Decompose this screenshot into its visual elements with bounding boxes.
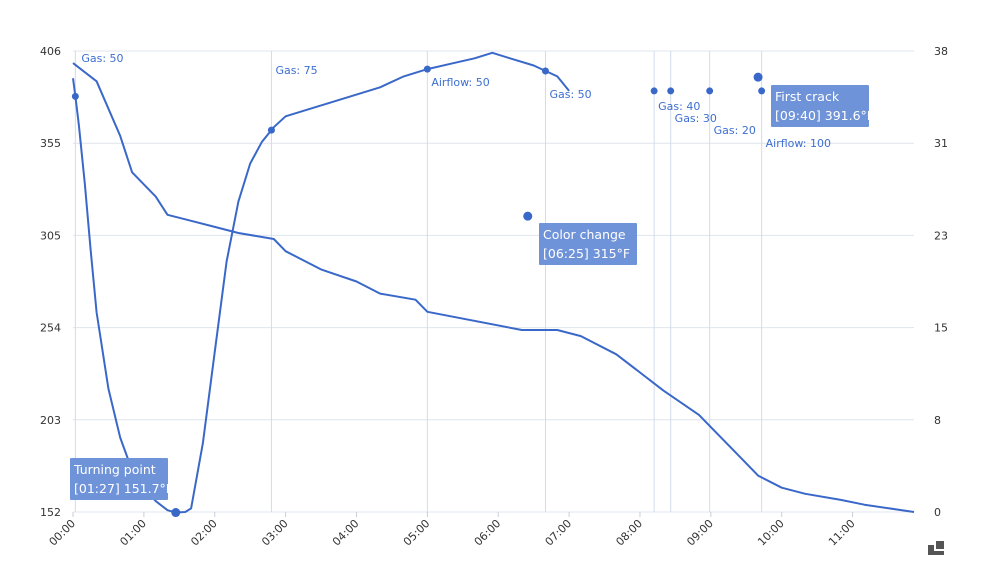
series-lines: [72, 51, 915, 514]
y-left-tick-label: 152: [40, 506, 61, 519]
x-tick-label: 01:00: [117, 517, 149, 549]
event-point: [667, 87, 675, 95]
event-point: [423, 65, 431, 73]
annotation-point: [753, 72, 763, 82]
series-line-1: [72, 51, 570, 514]
event-point: [267, 126, 275, 134]
annotation-title: First crack: [775, 89, 840, 104]
event-label: Gas: 75: [275, 64, 317, 77]
event-point: [541, 67, 549, 75]
annotation-title: Turning point: [73, 462, 156, 477]
annotation-point: [171, 508, 181, 518]
annotation-box: [539, 223, 637, 265]
event-label: Gas: 40: [658, 100, 700, 113]
x-tick-label: 08:00: [613, 517, 645, 549]
x-tick-label: 11:00: [826, 517, 858, 549]
event-label: Airflow: 100: [766, 137, 831, 150]
annotation-title: Color change: [543, 227, 626, 242]
annotation-detail: [01:27] 151.7°F: [74, 481, 173, 496]
annotation-point: [523, 211, 533, 221]
series-line-2: [72, 62, 915, 513]
logo-icon: [928, 541, 944, 555]
x-tick-label: 07:00: [543, 517, 575, 549]
y-right-tick-label: 0: [934, 506, 941, 519]
event-point: [706, 87, 714, 95]
event-point: [758, 87, 766, 95]
event-label: Gas: 20: [714, 124, 756, 137]
x-tick-label: 03:00: [259, 517, 291, 549]
x-tick-label: 00:00: [47, 517, 79, 549]
y-right-tick-label: 38: [934, 45, 948, 58]
y-right-tick-label: 15: [934, 322, 948, 335]
annotation-box: [771, 85, 869, 127]
annotation-detail: [09:40] 391.6°F: [775, 108, 874, 123]
event-label: Gas: 30: [675, 112, 717, 125]
event-label: Airflow: 50: [431, 76, 489, 89]
event-point: [650, 87, 658, 95]
y-right-tick-label: 23: [934, 229, 948, 242]
series-points: [71, 65, 766, 518]
annotation-box: [70, 458, 168, 500]
y-left-tick-label: 254: [40, 322, 61, 335]
y-left-tick-label: 203: [40, 414, 61, 427]
x-tick-label: 09:00: [684, 517, 716, 549]
x-tick-label: 05:00: [401, 517, 433, 549]
y-right-tick-label: 8: [934, 414, 941, 427]
y-right-tick-label: 31: [934, 137, 948, 150]
x-tick-label: 02:00: [188, 517, 220, 549]
x-tick-label: 04:00: [330, 517, 362, 549]
y-left-tick-label: 355: [40, 137, 61, 150]
event-label: Gas: 50: [549, 88, 591, 101]
y-left-tick-label: 406: [40, 45, 61, 58]
y-left-tick-label: 305: [40, 229, 61, 242]
annotation-boxes: Turning point [01:27] 151.7°F Color change…: [70, 85, 874, 500]
event-point: [71, 92, 79, 100]
annotation-detail: [06:25] 315°F: [543, 246, 630, 261]
event-label: Gas: 50: [81, 52, 123, 65]
x-tick-label: 10:00: [755, 517, 787, 549]
grid-lines: [72, 50, 914, 517]
x-tick-label: 06:00: [472, 517, 504, 549]
